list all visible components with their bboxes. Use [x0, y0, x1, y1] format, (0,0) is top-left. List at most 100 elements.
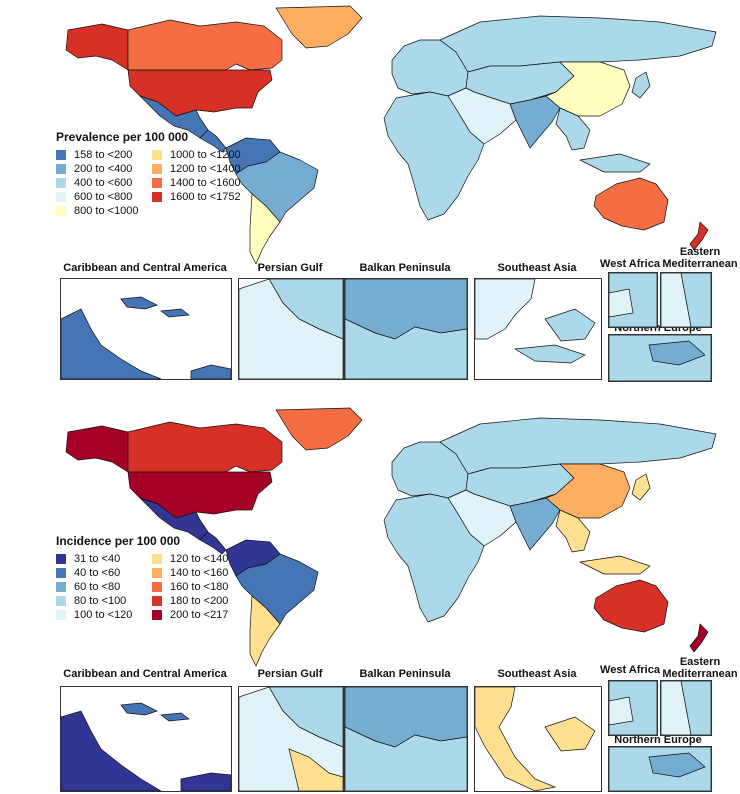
incidence-legend-grid: 31 to <40 120 to <140 40 to <60 140 to <160…	[56, 552, 252, 621]
legend-item: 60 to <80	[56, 580, 152, 593]
region-canada	[127, 19, 283, 71]
inset-label-northern-europe: Northern Europe	[614, 734, 702, 746]
incidence-legend: Incidence per 100 000 31 to <40 120 to <1…	[56, 534, 252, 621]
legend-item: 400 to <600	[56, 176, 152, 189]
legend-item: 120 to <140	[152, 552, 252, 565]
inset-label-balkan: Balkan Peninsula	[359, 262, 451, 274]
legend-label: 100 to <120	[74, 608, 133, 621]
legend-label: 1400 to <1600	[170, 176, 241, 189]
prevalence-legend: Prevalence per 100 000 158 to <200 1000 t…	[56, 130, 252, 217]
legend-swatch	[152, 609, 162, 620]
region-usa	[127, 471, 273, 519]
region-new-zealand	[689, 623, 709, 653]
inset-label-caribbean: Caribbean and Central America	[63, 668, 227, 680]
inset-eastern-med	[660, 272, 712, 328]
legend-item: 31 to <40	[56, 552, 152, 565]
legend-swatch	[152, 553, 162, 564]
legend-swatch	[152, 149, 162, 160]
inset-southeast-asia	[474, 278, 602, 380]
region-alaska	[65, 23, 129, 71]
region-india	[509, 95, 561, 149]
inset-west-africa	[608, 680, 658, 736]
inset-balkan	[344, 278, 468, 380]
legend-swatch	[56, 191, 66, 202]
legend-swatch	[56, 581, 66, 592]
legend-swatch	[56, 553, 66, 564]
prevalence-legend-title: Prevalence per 100 000	[56, 130, 189, 144]
inset-caribbean	[60, 278, 232, 380]
inset-northern-europe	[608, 334, 712, 382]
inset-label-eastern-med: Eastern Mediterranean	[662, 246, 738, 270]
region-japan	[631, 71, 651, 99]
inset-southeast-asia	[474, 686, 602, 792]
legend-label: 158 to <200	[74, 148, 133, 161]
region-southeast-asia	[555, 509, 651, 575]
legend-swatch	[56, 205, 66, 216]
region-australia	[593, 579, 669, 633]
region-southeast-asia	[555, 107, 651, 173]
inset-label-persian-gulf: Persian Gulf	[257, 668, 323, 680]
legend-swatch	[56, 595, 66, 606]
region-india	[509, 497, 561, 551]
legend-item: 600 to <800	[56, 190, 152, 203]
region-africa	[383, 493, 485, 623]
incidence-legend-title: Incidence per 100 000	[56, 534, 181, 548]
legend-label: 120 to <140	[170, 552, 229, 565]
region-new-zealand	[689, 221, 709, 251]
legend-label: 400 to <600	[74, 176, 133, 189]
legend-item: 160 to <180	[152, 580, 252, 593]
legend-swatch	[152, 191, 162, 202]
legend-item: 100 to <120	[56, 608, 152, 621]
legend-label: 140 to <160	[170, 566, 229, 579]
legend-swatch	[56, 163, 66, 174]
inset-label-west-africa: West Africa	[600, 664, 660, 676]
legend-item: 1600 to <1752	[152, 190, 252, 203]
inset-northern-europe	[608, 746, 712, 792]
legend-label: 1600 to <1752	[170, 190, 241, 203]
region-africa	[383, 91, 485, 221]
incidence-world-map	[65, 407, 717, 667]
region-alaska	[65, 425, 129, 473]
legend-label: 80 to <100	[74, 594, 127, 607]
inset-label-west-africa: West Africa	[600, 258, 660, 270]
inset-balkan	[344, 686, 468, 792]
legend-label: 31 to <40	[74, 552, 121, 565]
legend-item: 140 to <160	[152, 566, 252, 579]
inset-label-eastern-med: Eastern Mediterranean	[662, 656, 738, 680]
legend-item: 1000 to <1200	[152, 148, 252, 161]
region-usa	[127, 69, 273, 117]
legend-item: 200 to <400	[56, 162, 152, 175]
legend-swatch	[152, 581, 162, 592]
inset-label-caribbean: Caribbean and Central America	[63, 262, 227, 274]
legend-label: 200 to <400	[74, 162, 133, 175]
legend-swatch	[56, 567, 66, 578]
region-canada	[127, 421, 283, 473]
legend-label: 600 to <800	[74, 190, 133, 203]
inset-caribbean	[60, 686, 232, 792]
inset-label-southeast-asia: Southeast Asia	[497, 668, 577, 680]
inset-eastern-med	[660, 680, 712, 736]
legend-label: 200 to <217	[170, 608, 229, 621]
legend-swatch	[56, 177, 66, 188]
legend-item: 158 to <200	[56, 148, 152, 161]
legend-item: 800 to <1000	[56, 204, 152, 217]
legend-label: 160 to <180	[170, 580, 229, 593]
legend-item: 1400 to <1600	[152, 176, 252, 189]
inset-west-africa	[608, 272, 658, 328]
region-china	[545, 463, 631, 519]
legend-label: 180 to <200	[170, 594, 229, 607]
incidence-map-panel: Incidence per 100 000 31 to <40 120 to <1…	[0, 402, 740, 792]
legend-label: 40 to <60	[74, 566, 121, 579]
inset-persian-gulf	[238, 686, 344, 792]
region-australia	[593, 177, 669, 231]
prevalence-world-map	[65, 5, 717, 265]
inset-label-southeast-asia: Southeast Asia	[497, 262, 577, 274]
prevalence-map-panel: Prevalence per 100 000 158 to <200 1000 t…	[0, 0, 740, 390]
region-south-america-south	[249, 595, 281, 667]
legend-swatch	[152, 163, 162, 174]
region-china	[545, 61, 631, 117]
legend-label: 1000 to <1200	[170, 148, 241, 161]
legend-swatch	[56, 149, 66, 160]
legend-label: 1200 to <1400	[170, 162, 241, 175]
